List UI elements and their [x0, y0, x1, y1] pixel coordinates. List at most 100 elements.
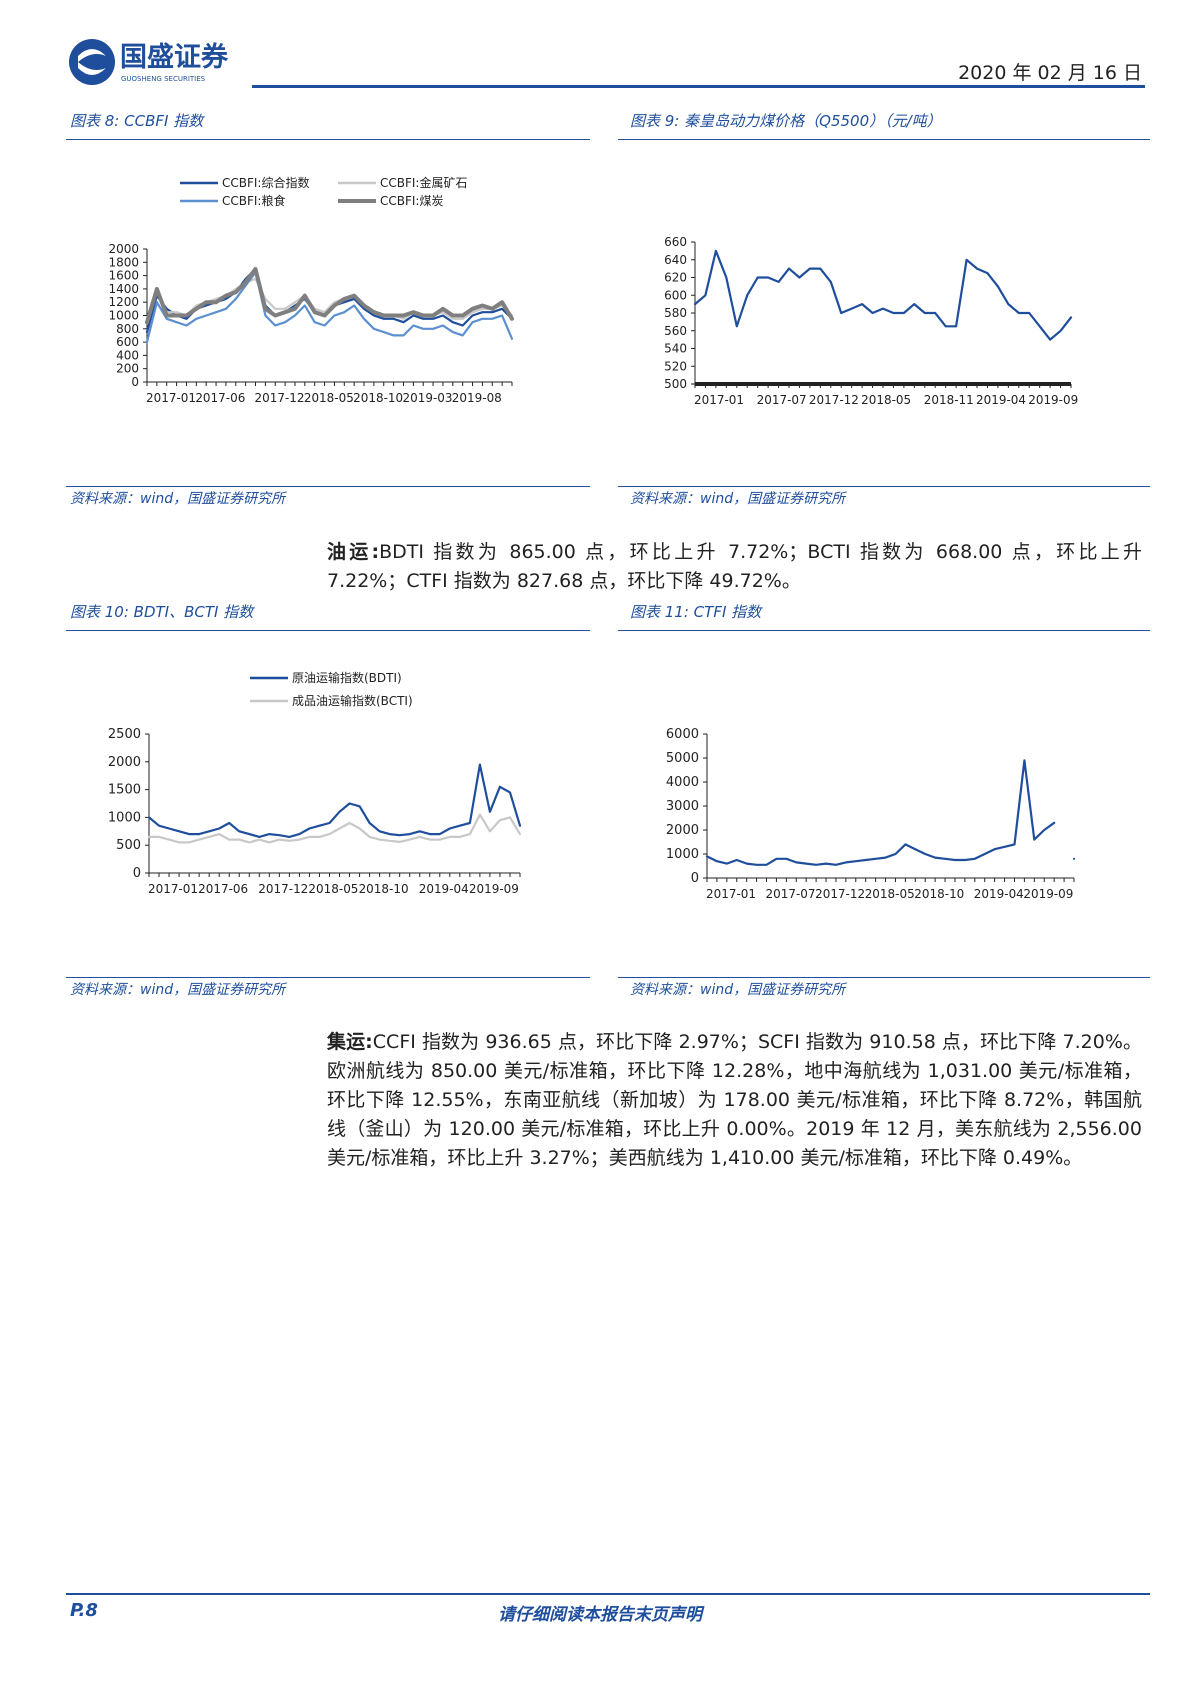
y-tick-label: 1400 — [108, 282, 139, 296]
y-tick-label: 1500 — [108, 783, 141, 798]
y-tick-label: 520 — [664, 359, 687, 373]
x-tick-label: 2018-11 — [924, 393, 974, 407]
series-line — [145, 267, 514, 325]
y-tick-label: 2000 — [108, 242, 139, 256]
y-tick-label: 5000 — [666, 751, 699, 766]
rule — [66, 630, 590, 631]
x-tick-label: 2017-12 — [815, 887, 865, 901]
y-tick-label: 200 — [116, 362, 139, 376]
x-tick-label: 2017-01 — [146, 391, 196, 405]
x-tick-label: 2019-09 — [1028, 393, 1078, 407]
y-tick-label: 540 — [664, 342, 687, 356]
series-line — [147, 763, 522, 838]
y-tick-label: 800 — [116, 322, 139, 336]
x-tick-label: 2018-05 — [865, 887, 915, 901]
rule — [618, 630, 1150, 631]
y-tick-label: 0 — [131, 375, 139, 389]
y-tick-label: 600 — [116, 335, 139, 349]
rule — [618, 139, 1150, 140]
paragraph-lead: 集运: — [327, 1031, 373, 1053]
y-tick-label: 600 — [664, 288, 687, 302]
x-tick-label: 2019-08 — [452, 391, 502, 405]
chart: 0 500 1000 1500 2000 2500 2017-01 2017-06 2017-1… — [108, 670, 522, 896]
y-tick-label: 2000 — [108, 755, 141, 770]
x-tick-label: 2018-05 — [308, 882, 358, 896]
x-tick-label: 2018-10 — [359, 882, 409, 896]
y-tick-label: 500 — [116, 838, 141, 853]
x-tick-label: 2018-10 — [353, 391, 403, 405]
source-note: 资料来源：wind，国盛证券研究所 — [630, 491, 846, 507]
legend-label: 原油运输指数(BDTI) — [292, 670, 402, 685]
y-tick-label: 3000 — [666, 799, 699, 814]
y-tick-label: 560 — [664, 324, 687, 338]
x-tick-label: 2019-03 — [402, 391, 452, 405]
legend-label: CCBFI:金属矿石 — [380, 175, 467, 190]
y-tick-label: 640 — [664, 253, 687, 267]
y-tick-label: 1800 — [108, 255, 139, 269]
y-tick-label: 400 — [116, 348, 139, 362]
figure-title: 图表 8: CCBFI 指数 — [70, 112, 204, 130]
y-tick-label: 0 — [133, 866, 141, 881]
y-tick-label: 1600 — [108, 269, 139, 283]
x-tick-label: 2017-07 — [757, 393, 807, 407]
x-tick-label: 2017-06 — [198, 882, 248, 896]
x-tick-label: 2017-01 — [694, 393, 744, 407]
y-tick-label: 2500 — [108, 727, 141, 742]
y-tick-label: 1000 — [108, 810, 141, 825]
y-tick-label: 620 — [664, 271, 687, 285]
legend-label: CCBFI:煤炭 — [380, 194, 443, 208]
y-tick-label: 2000 — [666, 823, 699, 838]
y-tick-label: 1200 — [108, 295, 139, 309]
report-date: 2020 年 02 月 16 日 — [958, 62, 1142, 84]
series-line — [145, 271, 514, 344]
x-tick-label: 2018-05 — [861, 393, 911, 407]
logo-text: 国盛证券 — [120, 41, 229, 73]
paragraph-lead: 油运: — [327, 541, 380, 563]
x-tick-label: 2017-12 — [809, 393, 859, 407]
x-tick-label: 2017-01 — [706, 887, 756, 901]
x-tick-label: 2018-05 — [304, 391, 354, 405]
x-tick-label: 2018-10 — [914, 887, 964, 901]
footer-rule — [66, 1593, 1150, 1595]
logo-subtext: GUOSHENG SECURITIES — [121, 75, 206, 83]
y-tick-label: 6000 — [666, 727, 699, 742]
x-tick-label: 2019-09 — [1023, 887, 1073, 901]
logo: 国盛证券 GUOSHENG SECURITIES — [69, 39, 229, 85]
header-rule — [252, 85, 1145, 88]
x-tick-label: 2017-01 — [148, 882, 198, 896]
y-tick-label: 660 — [664, 235, 687, 249]
x-tick-label: 2019-04 — [419, 882, 469, 896]
series-line — [145, 267, 514, 334]
page-number: P.8 — [70, 1600, 98, 1621]
series-line — [705, 759, 1076, 866]
figure-title: 图表 9: 秦皇岛动力煤价格（Q5500）（元/吨） — [630, 112, 942, 130]
paragraph-text: BDTI 指数为 865.00 点，环比上升 7.72%；BCTI 指数为 66… — [327, 541, 1142, 592]
x-tick-label: 2017-12 — [258, 882, 308, 896]
y-tick-label: 4000 — [666, 775, 699, 790]
legend-label: CCBFI:粮食 — [222, 193, 285, 208]
series-line — [693, 249, 1073, 341]
source-note: 资料来源：wind，国盛证券研究所 — [630, 982, 846, 998]
rule — [66, 139, 590, 140]
paragraph: 集运:CCFI 指数为 936.65 点，环比下降 2.97%；SCFI 指数为… — [327, 1028, 1142, 1173]
paragraph: 油运:BDTI 指数为 865.00 点，环比上升 7.72%；BCTI 指数为… — [327, 538, 1142, 596]
rule — [66, 977, 590, 978]
rule — [618, 977, 1150, 978]
y-tick-label: 500 — [664, 377, 687, 391]
paragraph-text: CCFI 指数为 936.65 点，环比下降 2.97%；SCFI 指数为 91… — [327, 1031, 1142, 1169]
rule — [66, 486, 590, 487]
series-line — [147, 813, 522, 844]
x-tick-label: 2017-12 — [255, 391, 305, 405]
legend-label: CCBFI:综合指数 — [222, 175, 309, 190]
rule — [618, 486, 1150, 487]
source-note: 资料来源：wind，国盛证券研究所 — [70, 982, 286, 998]
chart: 500 520 540 560 580 600 620 640 660 2017-01 2017-0… — [664, 235, 1078, 407]
y-tick-label: 1000 — [666, 847, 699, 862]
figure-title: 图表 11: CTFI 指数 — [630, 603, 762, 621]
x-tick-label: 2019-04 — [976, 393, 1026, 407]
y-tick-label: 0 — [691, 871, 699, 886]
y-tick-label: 580 — [664, 306, 687, 320]
source-note: 资料来源：wind，国盛证券研究所 — [70, 491, 286, 507]
